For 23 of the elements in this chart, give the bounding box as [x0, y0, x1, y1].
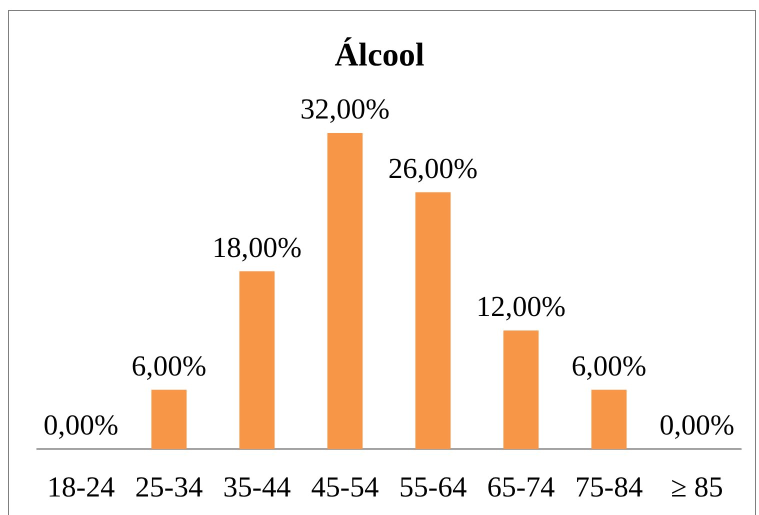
chart-title: Álcool — [334, 36, 424, 74]
x-tick-label: 55-64 — [399, 472, 468, 504]
data-label: 18,00% — [212, 232, 302, 264]
data-label: 12,00% — [476, 291, 566, 323]
bar — [503, 330, 539, 449]
x-tick-label: ≥ 85 — [670, 472, 724, 504]
data-label: 26,00% — [388, 152, 478, 185]
bar — [151, 390, 187, 449]
data-label: 0,00% — [660, 410, 734, 442]
data-label: 6,00% — [132, 350, 206, 382]
data-label: 32,00% — [300, 94, 390, 126]
bar — [415, 192, 451, 449]
data-label: 6,00% — [572, 350, 646, 382]
x-tick-label: 45-54 — [311, 472, 380, 504]
x-tick-label: 35-44 — [223, 472, 292, 504]
x-tick-label: 18-24 — [47, 472, 116, 504]
x-tick-label: 25-34 — [135, 472, 204, 504]
bar — [239, 271, 275, 449]
bar — [591, 390, 627, 449]
data-label: 0,00% — [44, 410, 118, 442]
x-tick-label: 65-74 — [487, 472, 556, 504]
bar — [327, 133, 363, 449]
x-tick-label: 75-84 — [575, 472, 644, 504]
